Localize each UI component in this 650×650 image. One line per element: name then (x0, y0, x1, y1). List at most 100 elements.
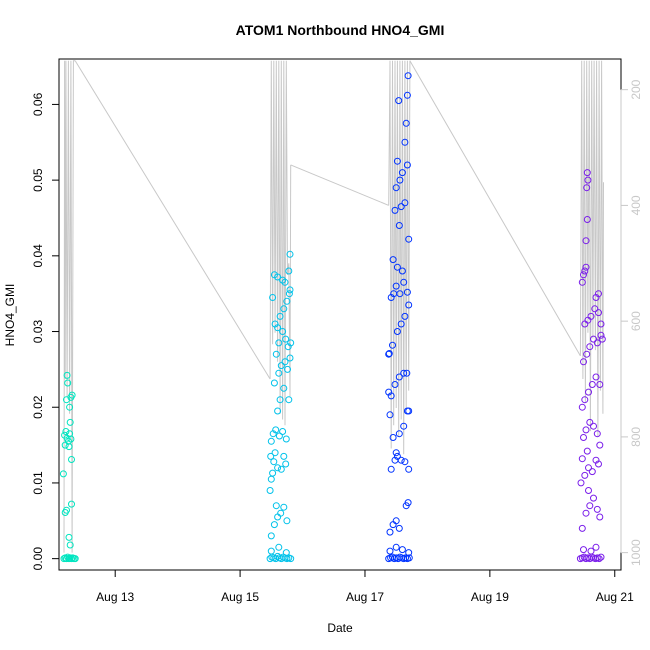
data-point (578, 455, 586, 463)
data-point (277, 362, 285, 370)
data-point (275, 339, 283, 347)
data-point (276, 396, 284, 404)
data-point (62, 428, 70, 435)
data-point (279, 276, 287, 284)
data-point (596, 441, 604, 449)
data-point (386, 411, 394, 419)
data-point (267, 475, 275, 483)
y2-axis: 200 400 600 800 1000 (620, 79, 643, 566)
data-point (405, 407, 413, 415)
data-point (395, 373, 403, 381)
data-point (386, 547, 394, 555)
y2-tick-label: 200 (629, 79, 643, 99)
x-tick-label: Aug 15 (221, 590, 259, 604)
data-point (404, 72, 412, 80)
data-point (596, 381, 604, 388)
data-point (274, 513, 282, 521)
data-point (595, 460, 602, 468)
data-point (593, 505, 601, 513)
data-point (279, 328, 287, 335)
pressure-lines (63, 60, 604, 553)
data-point (267, 437, 275, 445)
data-point (287, 555, 295, 563)
y-axis: 0.00 0.01 0.02 0.03 0.04 0.05 0.06 (31, 92, 60, 571)
data-point (592, 373, 600, 381)
data-point (590, 494, 597, 502)
data-point (280, 305, 288, 313)
data-point (582, 426, 590, 434)
data-point (398, 546, 406, 554)
data-point (389, 521, 397, 529)
pressure-transit-line (409, 60, 581, 357)
pressure-transit-line (74, 60, 271, 380)
data-point (281, 278, 289, 286)
data-point (396, 290, 404, 298)
x-tick-label: Aug 13 (96, 590, 134, 604)
data-point (580, 271, 587, 279)
data-point (583, 184, 591, 192)
x-axis: Aug 13 Aug 15 Aug 17 Aug 19 Aug 21 (96, 569, 634, 604)
data-point (280, 503, 288, 511)
y-tick-label: 0.05 (31, 168, 45, 192)
pressure-line-flight-1 (63, 60, 76, 553)
data-point (272, 502, 280, 510)
data-point (597, 553, 605, 561)
data-point (581, 471, 589, 479)
data-point (592, 543, 600, 551)
data-point (581, 267, 589, 275)
data-point (405, 235, 413, 243)
y-tick-label: 0.00 (31, 547, 45, 571)
data-point (587, 312, 595, 320)
data-point (267, 532, 275, 540)
data-point (277, 465, 285, 473)
data-point (274, 324, 282, 332)
y-tick-label: 0.06 (31, 92, 45, 116)
data-point (595, 309, 602, 317)
data-point (68, 391, 76, 399)
data-point (266, 487, 274, 494)
data-point (277, 509, 285, 517)
data-point (63, 371, 71, 379)
x-tick-label: Aug 19 (471, 590, 509, 604)
data-point (269, 294, 277, 301)
data-point (284, 365, 291, 373)
data-point (275, 543, 283, 551)
data-point (267, 452, 275, 460)
data-point (396, 176, 404, 184)
y2-tick-label: 600 (629, 311, 643, 331)
data-point (286, 286, 294, 294)
data-point (389, 256, 397, 264)
data-point (403, 369, 411, 377)
data-point (398, 267, 406, 275)
plot-frame (58, 58, 622, 571)
data-point (392, 184, 400, 192)
y-tick-label: 0.03 (31, 320, 45, 344)
data-point (285, 396, 293, 404)
data-point (286, 250, 294, 258)
data-point (271, 449, 279, 457)
data-point (583, 350, 591, 358)
data-point (392, 449, 400, 457)
data-point (578, 278, 586, 286)
data-point (581, 396, 589, 404)
pressure-transit-line (290, 164, 389, 206)
y2-tick-label: 800 (629, 427, 643, 447)
data-point (595, 555, 603, 563)
data-point (401, 138, 409, 146)
data-point (282, 460, 290, 468)
data-point (580, 434, 587, 441)
data-point (405, 554, 413, 562)
data-point (280, 452, 288, 460)
data-point (280, 384, 288, 392)
data-point (401, 199, 409, 207)
data-point (71, 555, 79, 563)
data-point (66, 403, 74, 411)
data-point (282, 549, 290, 557)
x-axis-label: Date (327, 621, 353, 635)
data-point (397, 320, 405, 328)
data-points (59, 72, 606, 563)
data-point (590, 422, 597, 430)
data-point (582, 263, 590, 271)
data-point (392, 543, 400, 551)
